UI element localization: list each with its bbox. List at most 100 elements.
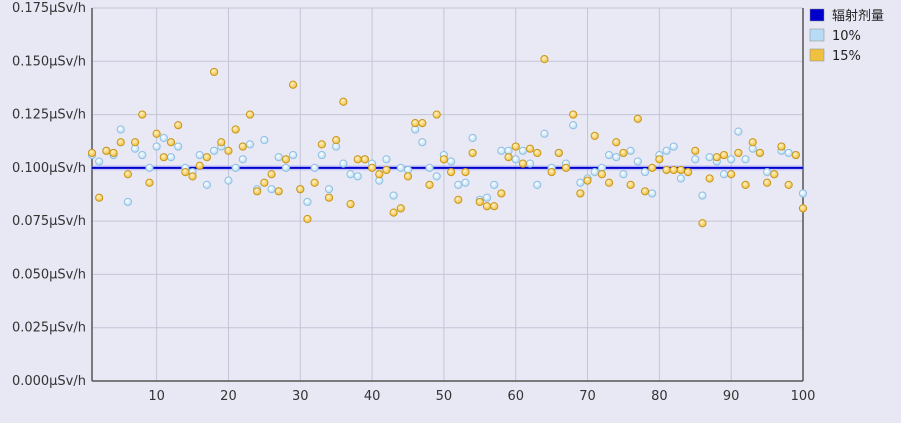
point-10pct xyxy=(612,153,621,162)
point-15pct xyxy=(705,174,714,183)
point-15pct xyxy=(418,118,427,128)
point-10pct xyxy=(425,163,434,172)
point-10pct xyxy=(604,150,614,160)
point-15pct xyxy=(576,189,585,198)
point-15pct xyxy=(324,193,334,202)
x-tick-label: 60 xyxy=(507,389,524,404)
point-15pct xyxy=(640,187,650,196)
point-15pct xyxy=(762,178,772,187)
point-15pct xyxy=(411,118,420,128)
point-15pct xyxy=(533,148,542,158)
point-10pct xyxy=(324,185,334,194)
legend-swatch xyxy=(809,28,825,42)
x-tick-label: 20 xyxy=(220,389,237,404)
point-15pct xyxy=(245,110,255,119)
point-15pct xyxy=(217,138,226,147)
point-10pct xyxy=(662,146,671,155)
point-15pct xyxy=(734,148,743,158)
point-15pct xyxy=(561,163,571,172)
point-15pct xyxy=(202,153,212,162)
point-15pct xyxy=(569,110,578,119)
point-10pct xyxy=(497,146,506,155)
point-10pct xyxy=(727,155,736,164)
point-10pct xyxy=(525,159,535,168)
point-15pct xyxy=(475,197,484,207)
point-15pct xyxy=(209,67,219,77)
point-15pct xyxy=(669,165,678,175)
x-tick-label: 30 xyxy=(292,389,309,404)
y-tick-label: 0.075μSv/h xyxy=(12,214,86,229)
point-10pct xyxy=(152,142,161,151)
point-10pct xyxy=(540,129,549,138)
point-10pct xyxy=(798,189,808,198)
point-10pct xyxy=(166,153,176,162)
point-15pct xyxy=(784,180,793,190)
point-15pct xyxy=(741,180,750,190)
point-10pct xyxy=(511,155,520,164)
point-10pct xyxy=(482,193,492,202)
point-10pct xyxy=(705,153,714,162)
y-tick-label: 0.025μSv/h xyxy=(12,321,86,336)
x-tick-label: 40 xyxy=(364,389,381,404)
point-15pct xyxy=(389,208,398,217)
point-15pct xyxy=(648,163,657,172)
point-15pct xyxy=(396,204,405,213)
point-15pct xyxy=(633,114,642,123)
point-15pct xyxy=(116,138,125,147)
point-10pct xyxy=(461,178,470,187)
legend: 辐射剂量 10% 15% xyxy=(809,8,884,64)
x-tick-label: 100 xyxy=(791,389,816,404)
x-tick-label: 50 xyxy=(436,389,453,404)
point-10pct xyxy=(116,125,125,134)
point-15pct xyxy=(540,55,549,64)
point-15pct xyxy=(375,170,384,179)
point-15pct xyxy=(353,155,362,164)
point-15pct xyxy=(188,172,197,181)
point-15pct xyxy=(770,170,779,179)
point-15pct xyxy=(691,146,700,155)
point-15pct xyxy=(755,148,765,158)
point-10pct xyxy=(245,140,255,149)
point-15pct xyxy=(698,219,707,228)
point-10pct xyxy=(123,197,133,207)
point-15pct xyxy=(748,138,757,147)
point-15pct xyxy=(655,155,664,164)
point-10pct xyxy=(569,121,578,130)
point-10pct xyxy=(762,168,772,177)
point-15pct xyxy=(138,110,147,119)
point-15pct xyxy=(583,176,592,185)
point-10pct xyxy=(626,146,635,155)
point-15pct xyxy=(332,136,341,145)
y-tick-label: 0.125μSv/h xyxy=(12,108,86,123)
point-15pct xyxy=(288,80,298,89)
legend-label: 10% xyxy=(832,29,861,44)
point-10pct xyxy=(159,133,168,143)
point-10pct xyxy=(518,146,528,155)
point-10pct xyxy=(303,197,312,207)
point-15pct xyxy=(619,148,628,158)
point-10pct xyxy=(468,133,477,143)
point-10pct xyxy=(633,157,642,166)
point-15pct xyxy=(425,180,434,190)
y-tick-label: 0.150μSv/h xyxy=(12,54,86,69)
point-10pct xyxy=(784,148,793,158)
point-15pct xyxy=(317,140,326,149)
point-15pct xyxy=(130,138,140,147)
point-15pct xyxy=(102,146,111,155)
point-10pct xyxy=(274,153,283,162)
point-15pct xyxy=(109,148,118,158)
point-10pct xyxy=(353,172,362,181)
point-15pct xyxy=(339,97,348,106)
point-15pct xyxy=(296,185,305,194)
point-10pct xyxy=(669,142,678,151)
point-10pct xyxy=(382,155,391,164)
point-15pct xyxy=(253,187,262,196)
point-10pct xyxy=(317,150,326,160)
x-tick-label: 10 xyxy=(148,389,165,404)
point-10pct xyxy=(640,168,650,177)
legend-label: 15% xyxy=(832,49,861,64)
point-15pct xyxy=(777,142,786,151)
point-15pct xyxy=(346,199,355,209)
point-15pct xyxy=(454,195,463,204)
